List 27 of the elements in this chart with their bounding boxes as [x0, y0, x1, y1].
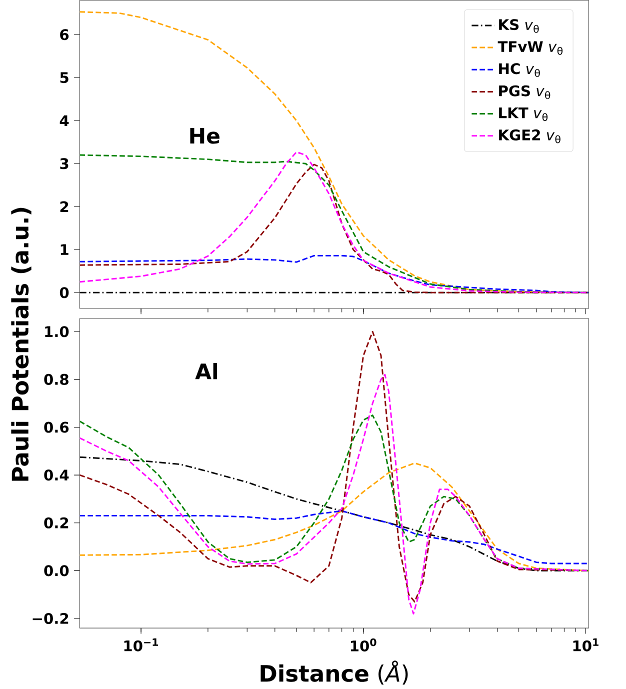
annotation: Al — [195, 363, 218, 380]
x-tick-label: 10$^{−1}$ — [124, 638, 158, 652]
y-tick-label: 0.0 — [44, 565, 69, 576]
y-tick-label: 3 — [60, 158, 68, 170]
x-axis-title: Distance (Å) — [260, 660, 408, 685]
y-tick-label: 4 — [60, 115, 69, 126]
y-tick-label: −0.2 — [32, 612, 68, 624]
legend-label: KGE2 v$_{θ}$ — [499, 129, 561, 144]
legend-label: TFvW v$_{θ}$ — [498, 41, 563, 55]
y-tick-label: 0.6 — [44, 422, 69, 433]
legend-label: PGS v$_{θ}$ — [499, 85, 550, 100]
annotation: He — [190, 128, 220, 144]
y-tick-label: 6 — [60, 29, 69, 40]
y-tick-label: 0.2 — [44, 517, 68, 528]
y-tick-label: 1.0 — [45, 326, 69, 338]
y-tick-label: 0.8 — [44, 374, 69, 385]
y-axis-title: Pauli Potentials (a.u.) — [11, 208, 32, 481]
x-tick-label: 10$^{0}$ — [351, 638, 376, 652]
x-tick-label: 10$^{1}$ — [573, 638, 599, 652]
legend-label: KS v$_{θ}$ — [499, 19, 539, 33]
y-tick-label: 5 — [60, 72, 68, 84]
y-tick-label: 1 — [60, 244, 68, 255]
y-tick-label: 0 — [60, 287, 69, 298]
y-tick-label: 2 — [60, 201, 68, 212]
y-tick-label: 0.4 — [44, 470, 69, 481]
legend-label: HC v$_{θ}$ — [499, 63, 540, 77]
legend-label: LKT v$_{θ}$ — [499, 107, 548, 122]
